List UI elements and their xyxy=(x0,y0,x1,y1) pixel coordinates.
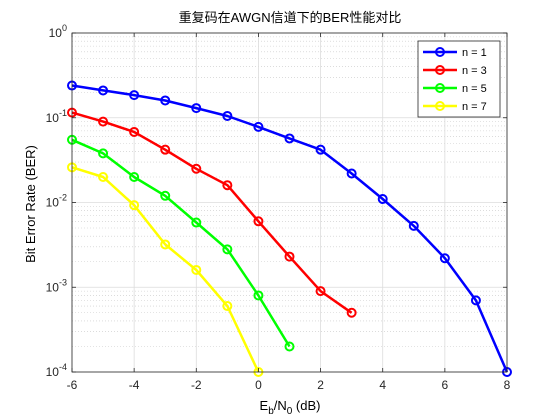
y-tick-label: 10-4 xyxy=(46,362,67,379)
data-point xyxy=(253,290,264,301)
series-line xyxy=(71,84,509,373)
data-point xyxy=(160,95,171,106)
legend-label: n = 7 xyxy=(462,101,487,113)
x-tick-label: -6 xyxy=(67,378,78,392)
data-point xyxy=(222,180,233,191)
y-tick-label: 100 xyxy=(49,23,67,40)
data-point xyxy=(129,126,140,137)
legend-marker xyxy=(435,83,445,93)
data-point xyxy=(222,110,233,121)
series-line xyxy=(71,166,260,373)
legend-box xyxy=(417,40,501,118)
x-tick-label: 6 xyxy=(442,378,449,392)
legend-item: n = 1 xyxy=(423,47,487,59)
series-4 xyxy=(67,162,264,377)
series-3 xyxy=(67,134,295,352)
y-tick-label: 10-3 xyxy=(46,277,67,294)
data-point xyxy=(98,116,109,127)
data-point xyxy=(191,163,202,174)
series-line xyxy=(71,138,291,348)
data-point xyxy=(160,239,171,250)
chart-title: 重复码在AWGN信道下的BER性能对比 xyxy=(179,10,402,25)
data-point xyxy=(191,217,202,228)
legend-label: n = 1 xyxy=(462,47,487,59)
data-point xyxy=(98,85,109,96)
data-point xyxy=(129,171,140,182)
data-point xyxy=(129,200,140,211)
legend-label: n = 3 xyxy=(462,65,487,77)
data-point xyxy=(346,168,357,179)
x-tick-label: 2 xyxy=(317,378,324,392)
data-point xyxy=(284,133,295,144)
y-tick-label: 10-1 xyxy=(46,108,67,125)
x-tick-label: 0 xyxy=(255,378,262,392)
data-point xyxy=(408,220,419,231)
data-point xyxy=(222,301,233,312)
x-tick-label: 4 xyxy=(379,378,386,392)
legend-item: n = 5 xyxy=(423,83,487,95)
data-point xyxy=(191,103,202,114)
data-point xyxy=(191,264,202,275)
data-point xyxy=(284,341,295,352)
series-line xyxy=(71,111,353,314)
data-point xyxy=(377,193,388,204)
legend-marker xyxy=(435,101,445,111)
data-point xyxy=(98,171,109,182)
series-2 xyxy=(67,107,357,318)
x-axis-label: Eb/N0 (dB) xyxy=(260,398,321,417)
x-tick-label: 8 xyxy=(504,378,511,392)
legend-marker xyxy=(435,65,445,75)
data-point xyxy=(315,286,326,297)
data-point xyxy=(160,144,171,155)
series-1 xyxy=(67,80,512,377)
data-point xyxy=(253,121,264,132)
data-point xyxy=(346,307,357,318)
data-point xyxy=(315,144,326,155)
y-axis-label: Bit Error Rate (BER) xyxy=(23,145,38,263)
x-tick-label: -2 xyxy=(191,378,202,392)
ticks: -6 -4 -2 0 2 4 6 8 10-4 10-3 10-2 10-1 100 xyxy=(46,23,511,392)
y-tick-label: 10-2 xyxy=(46,193,67,210)
data-point xyxy=(470,295,481,306)
legend-item: n = 7 xyxy=(423,101,487,113)
data-point xyxy=(160,190,171,201)
x-tick-label: -4 xyxy=(129,378,140,392)
data-point xyxy=(284,251,295,262)
data-point xyxy=(439,253,450,264)
data-point xyxy=(222,244,233,255)
data-point xyxy=(98,148,109,159)
legend: n = 1 n = 3 n = 5 n = 7 xyxy=(417,40,501,118)
legend-item: n = 3 xyxy=(423,65,487,77)
series-layer xyxy=(67,80,512,377)
legend-marker xyxy=(435,47,445,57)
data-point xyxy=(253,216,264,227)
data-point xyxy=(129,90,140,101)
legend-label: n = 5 xyxy=(462,83,487,95)
